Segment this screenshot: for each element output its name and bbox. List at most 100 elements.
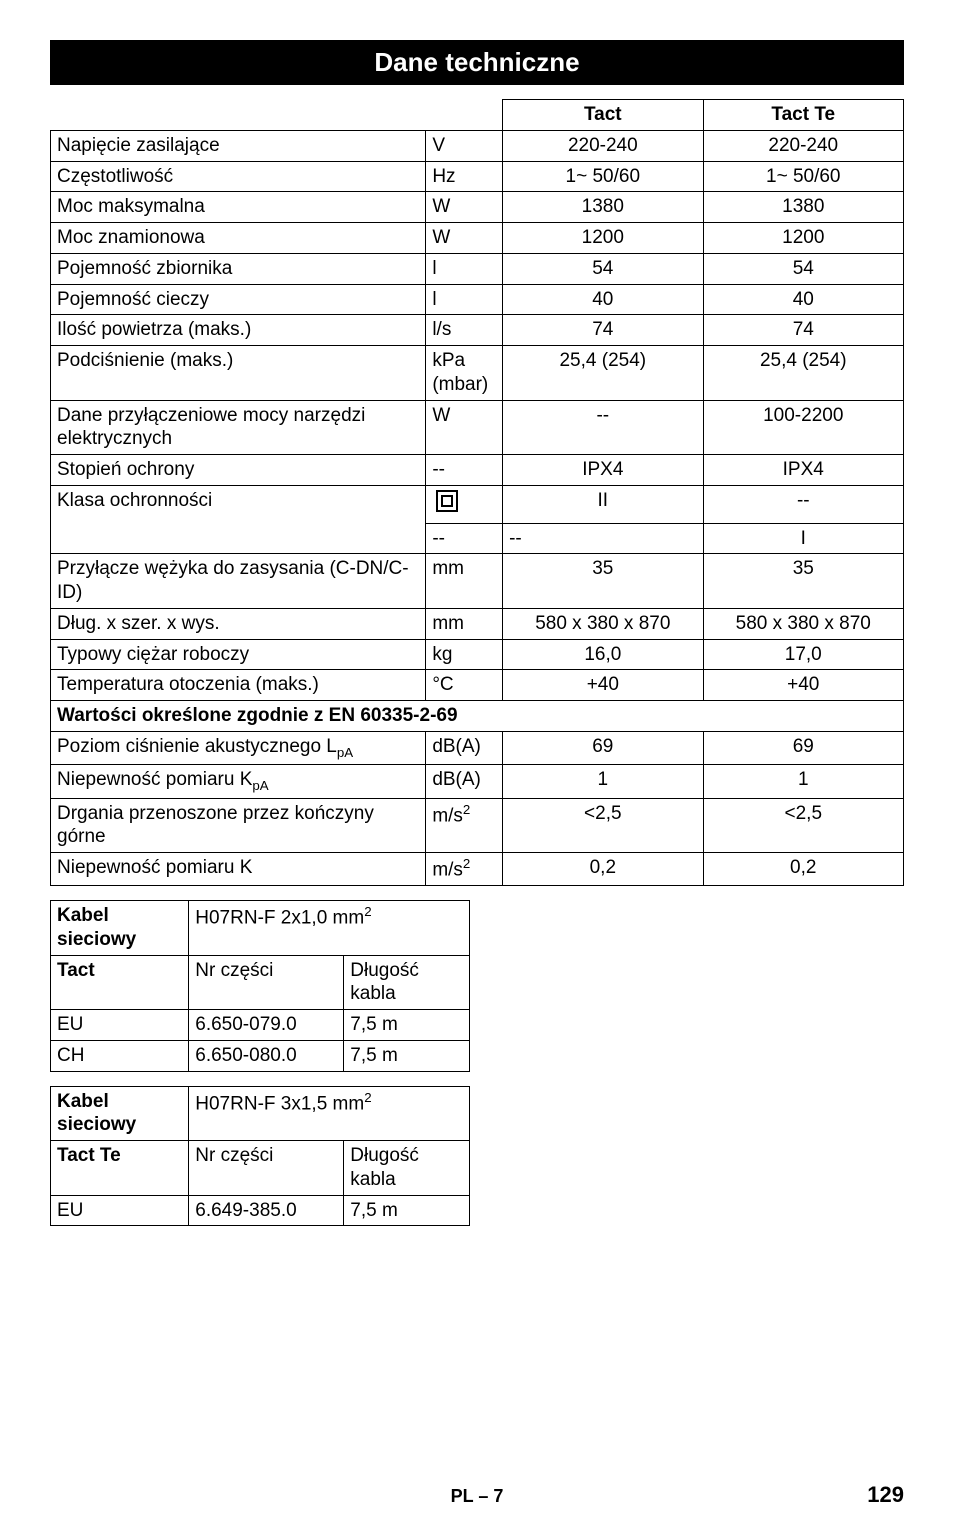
- spec-unit: mm: [426, 608, 503, 639]
- cable-model: Tact: [51, 955, 189, 1010]
- spec-unit: dB(A): [426, 765, 503, 798]
- cable-col-len: Długość kabla: [344, 1141, 470, 1196]
- page-footer: PL – 7 129: [50, 1486, 904, 1507]
- spec-label: Napięcie zasilające: [51, 130, 426, 161]
- spec-label: Pojemność zbiornika: [51, 253, 426, 284]
- cable-head-right: H07RN-F 3x1,5 mm2: [189, 1086, 470, 1141]
- spec-unit: --: [426, 523, 503, 554]
- spec-label: Podciśnienie (maks.): [51, 346, 426, 401]
- spec-unit: l/s: [426, 315, 503, 346]
- cable-cell: 6.650-079.0: [189, 1010, 344, 1041]
- cable-model: Tact Te: [51, 1141, 189, 1196]
- spec-val: 35: [703, 554, 903, 609]
- spec-val: 69: [703, 731, 903, 764]
- cable-head-right: H07RN-F 2x1,0 mm2: [189, 901, 470, 956]
- spec-unit: kg: [426, 639, 503, 670]
- spec-label: Niepewność pomiaru K: [51, 853, 426, 886]
- spec-label: Częstotliwość: [51, 161, 426, 192]
- spec-val: 25,4 (254): [703, 346, 903, 401]
- cable-cell: 6.649-385.0: [189, 1195, 344, 1226]
- spec-val: --: [703, 485, 903, 523]
- spec-label: Niepewność pomiaru KpA: [51, 765, 426, 798]
- spec-val: --: [503, 523, 703, 554]
- spec-label: Moc znamionowa: [51, 223, 426, 254]
- spec-unit: mm: [426, 554, 503, 609]
- section-subhead: Wartości określone zgodnie z EN 60335-2-…: [51, 701, 904, 732]
- spec-label: Ilość powietrza (maks.): [51, 315, 426, 346]
- spec-val: 1200: [503, 223, 703, 254]
- spec-unit: Hz: [426, 161, 503, 192]
- class2-icon: [436, 490, 458, 512]
- cable-cell: CH: [51, 1040, 189, 1071]
- spec-val: 54: [503, 253, 703, 284]
- spec-val: <2,5: [503, 798, 703, 853]
- spec-unit: l: [426, 253, 503, 284]
- spec-label: Klasa ochronności: [51, 485, 426, 554]
- spec-val: 40: [503, 284, 703, 315]
- cable-col-part: Nr części: [189, 1141, 344, 1196]
- cable-cell: 7,5 m: [344, 1195, 470, 1226]
- spec-unit: W: [426, 223, 503, 254]
- spec-val: I: [703, 523, 903, 554]
- spec-val: 220-240: [503, 130, 703, 161]
- page-number: 129: [867, 1482, 904, 1508]
- spec-val: 1~ 50/60: [503, 161, 703, 192]
- spec-val: 25,4 (254): [503, 346, 703, 401]
- spec-val: 16,0: [503, 639, 703, 670]
- spec-unit: kPa (mbar): [426, 346, 503, 401]
- spec-unit: °C: [426, 670, 503, 701]
- spec-unit: m/s2: [426, 853, 503, 886]
- spec-label: Pojemność cieczy: [51, 284, 426, 315]
- cable-head-left: Kabel sieciowy: [51, 901, 189, 956]
- spec-val: 74: [703, 315, 903, 346]
- footer-center: PL – 7: [50, 1486, 904, 1507]
- spec-val: 54: [703, 253, 903, 284]
- spec-val: IPX4: [503, 455, 703, 486]
- spec-unit: W: [426, 400, 503, 455]
- spec-val: 1380: [503, 192, 703, 223]
- spec-unit: V: [426, 130, 503, 161]
- spec-table: Tact Tact Te Napięcie zasilająceV220-240…: [50, 99, 904, 886]
- spec-val: 0,2: [703, 853, 903, 886]
- cable-col-part: Nr części: [189, 955, 344, 1010]
- cable-table-1: Kabel sieciowy H07RN-F 2x1,0 mm2 Tact Nr…: [50, 900, 470, 1072]
- spec-val: +40: [503, 670, 703, 701]
- spec-val: 1: [703, 765, 903, 798]
- spec-label: Dane przyłączeniowe mocy narzędzi elektr…: [51, 400, 426, 455]
- spec-val: +40: [703, 670, 903, 701]
- spec-label: Przyłącze wężyka do zasysania (C-DN/C-ID…: [51, 554, 426, 609]
- spec-val: 40: [703, 284, 903, 315]
- spec-val: 1~ 50/60: [703, 161, 903, 192]
- section-title-band: Dane techniczne: [50, 40, 904, 85]
- spec-val: 220-240: [703, 130, 903, 161]
- cable-cell: 6.650-080.0: [189, 1040, 344, 1071]
- cable-col-len: Długość kabla: [344, 955, 470, 1010]
- spec-unit: dB(A): [426, 731, 503, 764]
- spec-label: Drgania przenoszone przez kończyny górne: [51, 798, 426, 853]
- class2-icon-cell: [426, 485, 503, 523]
- cable-cell: EU: [51, 1010, 189, 1041]
- spec-val: 69: [503, 731, 703, 764]
- spec-unit: l: [426, 284, 503, 315]
- spec-val: --: [503, 400, 703, 455]
- spec-val: 580 x 380 x 870: [703, 608, 903, 639]
- spec-val: 0,2: [503, 853, 703, 886]
- spec-val: 1380: [703, 192, 903, 223]
- spec-unit: --: [426, 455, 503, 486]
- col-tact: Tact: [503, 100, 703, 131]
- spec-val: 74: [503, 315, 703, 346]
- spec-label: Temperatura otoczenia (maks.): [51, 670, 426, 701]
- spec-val: 1: [503, 765, 703, 798]
- spec-label: Typowy ciężar roboczy: [51, 639, 426, 670]
- spec-val: 580 x 380 x 870: [503, 608, 703, 639]
- spec-label: Stopień ochrony: [51, 455, 426, 486]
- cable-table-2: Kabel sieciowy H07RN-F 3x1,5 mm2 Tact Te…: [50, 1086, 470, 1227]
- cable-cell: 7,5 m: [344, 1040, 470, 1071]
- spec-val: IPX4: [703, 455, 903, 486]
- spec-val: II: [503, 485, 703, 523]
- cable-cell: 7,5 m: [344, 1010, 470, 1041]
- spec-unit: m/s2: [426, 798, 503, 853]
- spec-label: Poziom ciśnienie akustycznego LpA: [51, 731, 426, 764]
- spec-val: <2,5: [703, 798, 903, 853]
- col-tactte: Tact Te: [703, 100, 903, 131]
